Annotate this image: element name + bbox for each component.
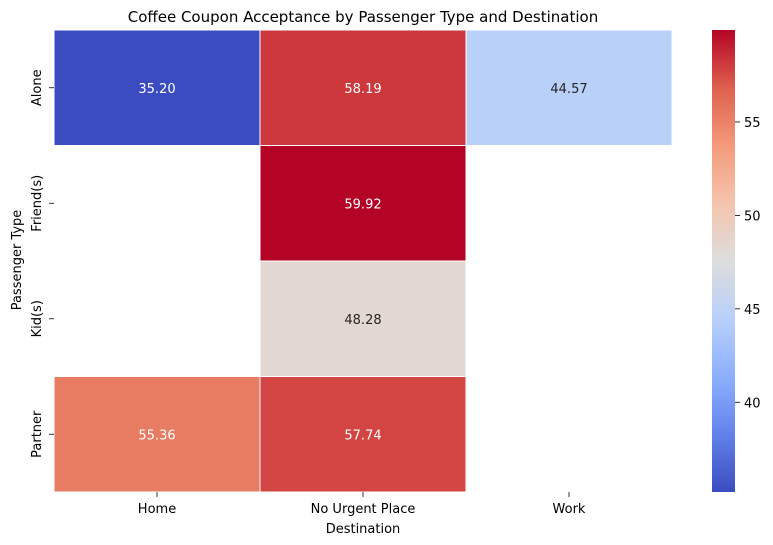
heatmap-cell-label-0-0: 35.20 (138, 82, 175, 97)
colorbar-tick-label-2: 50 (744, 209, 761, 224)
heatmap-cell-label-0-2: 44.57 (550, 82, 587, 97)
y-axis-ticks: Alone Friend(s) Kid(s) Partner (30, 69, 54, 458)
heatmap-cell-3-0 (53, 376, 261, 493)
colorbar-tick-label-0: 40 (744, 396, 761, 411)
heatmap-cell-3-1 (259, 376, 467, 493)
heatmap-cell-labels: 35.20 58.19 44.57 59.92 48.28 55.36 57.74 (138, 82, 587, 444)
x-tick-label-0: Home (138, 502, 176, 517)
heatmap-cell-label-2-1: 48.28 (344, 313, 381, 328)
heatmap-cell-label-3-0: 55.36 (138, 428, 175, 443)
colorbar-tick-label-1: 45 (744, 303, 761, 318)
heatmap-cell-2-1 (259, 260, 467, 377)
x-axis-label: Destination (326, 522, 401, 537)
heatmap-cell-label-3-1: 57.74 (344, 428, 381, 443)
y-tick-label-1: Friend(s) (30, 175, 45, 232)
heatmap-cell-1-1 (259, 145, 467, 262)
y-tick-label-0: Alone (30, 69, 45, 106)
heatmap-cell-label-1-1: 59.92 (344, 197, 381, 212)
x-axis-ticks: Home No Urgent Place Work (138, 492, 586, 517)
heatmap-cell-0-1 (259, 29, 467, 146)
y-tick-label-3: Partner (30, 410, 45, 458)
chart-title: Coffee Coupon Acceptance by Passenger Ty… (128, 8, 598, 26)
y-tick-label-2: Kid(s) (30, 300, 45, 337)
heatmap-cell-label-0-1: 58.19 (344, 82, 381, 97)
colorbar-tick-label-3: 55 (744, 116, 761, 131)
x-tick-label-2: Work (553, 502, 586, 517)
heatmap-cell-0-2 (465, 29, 673, 146)
colorbar-ticks: 40 45 50 55 (735, 116, 761, 411)
heatmap-cells (53, 29, 673, 493)
y-axis-label: Passenger Type (10, 210, 25, 311)
x-tick-label-1: No Urgent Place (311, 502, 416, 517)
heatmap-cell-0-0 (53, 29, 261, 146)
colorbar (712, 30, 735, 492)
